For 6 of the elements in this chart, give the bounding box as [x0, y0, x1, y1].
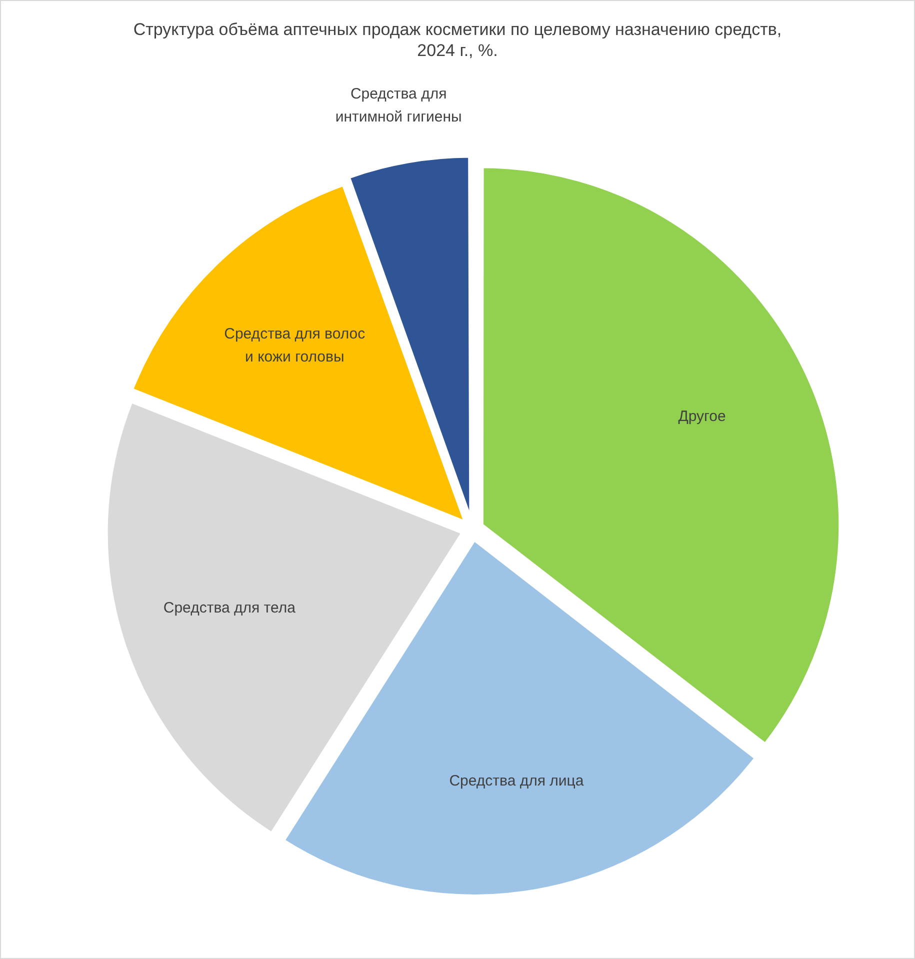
slice-label: Средства для волос и кожи головы [224, 326, 366, 366]
slice-label: Средства для тела [163, 600, 296, 617]
slice-label: Другое [678, 408, 726, 426]
slice-label: Средства для лица [449, 772, 584, 790]
chart-title: Структура объёма аптечных продаж косметики по целевому назначению средств, 2024 г., %. [132, 19, 783, 61]
slice-label: Средства для интимной гигиены [335, 86, 462, 126]
